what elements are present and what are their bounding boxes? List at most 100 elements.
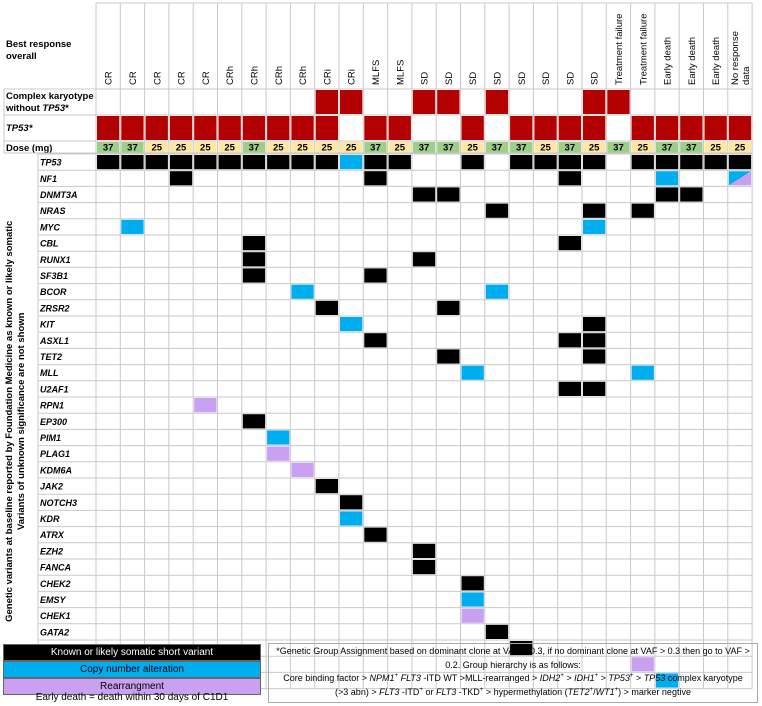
- tp53-status-cell-col-26: [704, 116, 727, 140]
- legend-known-variant: Known or likely somatic short variant: [3, 644, 261, 661]
- response-label-col-27: No response: [730, 31, 741, 85]
- gene-label-ezh2: EZH2: [40, 546, 63, 556]
- gene-label-gata2: GATA2: [40, 627, 69, 637]
- variant-tp53-col-7: [242, 155, 266, 170]
- dose-value-col-24: 37: [662, 143, 673, 154]
- gene-label-chek1: CHEK1: [40, 611, 71, 621]
- fn-text: >: [598, 673, 609, 683]
- dose-value-col-4: 25: [176, 143, 187, 154]
- response-label-col-21: SD: [590, 72, 601, 85]
- dose-cell-col-5: [194, 142, 217, 153]
- fn-text: -ITD WT >MLL-rearranged >: [420, 673, 540, 683]
- response-label-col-16: SD: [468, 72, 479, 85]
- gene-label-sf3b1: SF3B1: [40, 271, 68, 281]
- variant-tp53-col-24: [655, 155, 679, 170]
- fn-text: -TKD: [456, 686, 480, 697]
- variant-zrsr2-col-15: [437, 300, 460, 315]
- variant-asxl1-col-21: [583, 333, 606, 348]
- gene-label-atrx: ATRX: [39, 530, 65, 540]
- variant-tp53-col-9: [291, 155, 314, 170]
- dose-value-col-13: 25: [394, 143, 405, 154]
- y-axis-label-line2: Variants of unknown significance are not…: [16, 312, 27, 530]
- complex-karyotype-label-line1: Complex karyotype: [6, 91, 94, 102]
- gene-label-mll: MLL: [40, 368, 59, 378]
- variant-dnmt3a-col-15: [437, 187, 460, 202]
- dose-value-col-15: 37: [443, 143, 454, 154]
- variant-runx1-col-14: [412, 252, 436, 267]
- response-label-col-1: CR: [104, 71, 115, 85]
- dose-cell-col-17: [485, 142, 509, 153]
- complex-karyotype-label-line2: without TP53*: [5, 103, 69, 114]
- tp53-status-cell-col-19: [534, 116, 557, 140]
- tp53-status-cell-col-13: [388, 116, 411, 140]
- gene-label-nras: NRAS: [40, 206, 66, 216]
- gene-label-u2af1: U2AF1: [40, 384, 69, 394]
- fn-gene: WT1: [595, 686, 615, 697]
- complex-karyotype-cell-col-10: [315, 90, 338, 114]
- y-axis-label-line1: Genetic variants at baseline reported by…: [4, 221, 15, 622]
- fn-gene: TP53: [608, 673, 630, 683]
- dose-value-col-26: 25: [710, 143, 721, 154]
- variant-tp53-col-5: [194, 155, 217, 170]
- tp53-status-cell-col-18: [510, 116, 533, 140]
- fn-text: ) > marker negtive: [618, 686, 691, 697]
- gene-label-cbl: CBL: [40, 239, 59, 249]
- dose-value-col-2: 37: [127, 143, 138, 154]
- complex-karyotype-cell-col-22: [607, 90, 630, 114]
- tp53-status-cell-col-8: [267, 116, 290, 140]
- variant-asxl1-col-20: [558, 333, 581, 348]
- fn-sup: +: [594, 673, 599, 679]
- tp53-status-cell-col-25: [680, 116, 703, 140]
- tp53-status-cell-col-5: [194, 116, 217, 140]
- dose-value-col-9: 25: [297, 143, 308, 154]
- variant-jak2-col-10: [315, 479, 338, 494]
- dose-value-col-6: 25: [224, 143, 235, 154]
- variant-zrsr2-col-10: [315, 300, 338, 315]
- gene-label-nf1: NF1: [40, 174, 57, 184]
- fn-text: Core binding factor >: [283, 673, 370, 683]
- dose-value-col-5: 25: [200, 143, 211, 154]
- variant-plag1-col-8: [267, 446, 290, 461]
- dose-row-label: Dose (mg): [6, 143, 52, 154]
- tp53-status-cell-col-4: [169, 116, 193, 140]
- variant-tp53-col-11: [340, 155, 363, 170]
- variant-tbx3-col-23: [631, 657, 654, 672]
- legend-copy-number: Copy number alteration: [3, 661, 261, 678]
- dose-value-col-25: 37: [686, 143, 697, 154]
- response-label-col-10: CRi: [322, 69, 333, 85]
- variant-tp53-col-8: [267, 155, 290, 170]
- dose-cell-col-4: [169, 142, 193, 153]
- legend-early-death-note: Early death = death within 30 days of C1…: [35, 692, 229, 703]
- gene-label-runx1: RUNX1: [40, 255, 71, 265]
- tp53-status-cell-col-21: [583, 116, 606, 140]
- variant-cd36-col-18: [510, 641, 533, 656]
- fn-sup: +: [629, 673, 634, 679]
- response-label-col-11: CRi: [347, 69, 358, 85]
- fn-text: complex karyotype: [665, 673, 743, 683]
- variant-tp53-col-6: [218, 155, 241, 170]
- dose-cell-col-16: [461, 142, 484, 153]
- response-label-col-19: SD: [541, 72, 552, 85]
- dose-cell-col-27: [728, 142, 752, 153]
- variant-mll-col-23: [631, 365, 654, 380]
- response-label-col-5: CR: [201, 71, 212, 85]
- dose-cell-col-25: [680, 142, 703, 153]
- fn-gene: FLT3: [435, 686, 457, 697]
- variant-tp53-col-2: [121, 155, 144, 170]
- fn-sup: +: [560, 673, 564, 679]
- gene-label-myc: MYC: [40, 222, 61, 232]
- tp53-row-label: TP53*: [6, 123, 34, 134]
- fn-text: /: [593, 686, 596, 697]
- response-label-col-14: SD: [420, 72, 431, 85]
- dose-cell-col-15: [437, 142, 460, 153]
- fn-gene: FLT3: [398, 673, 421, 683]
- gene-label-pim1: PIM1: [40, 433, 61, 443]
- response-label-col-24: Early death: [663, 37, 674, 85]
- variant-tp53-col-12: [364, 155, 387, 170]
- dose-cell-col-24: [655, 142, 679, 153]
- variant-runx1-col-7: [242, 252, 266, 267]
- variant-nras-col-23: [631, 203, 654, 218]
- dose-value-col-1: 37: [103, 143, 114, 154]
- best-response-label-line2: overall: [6, 51, 37, 62]
